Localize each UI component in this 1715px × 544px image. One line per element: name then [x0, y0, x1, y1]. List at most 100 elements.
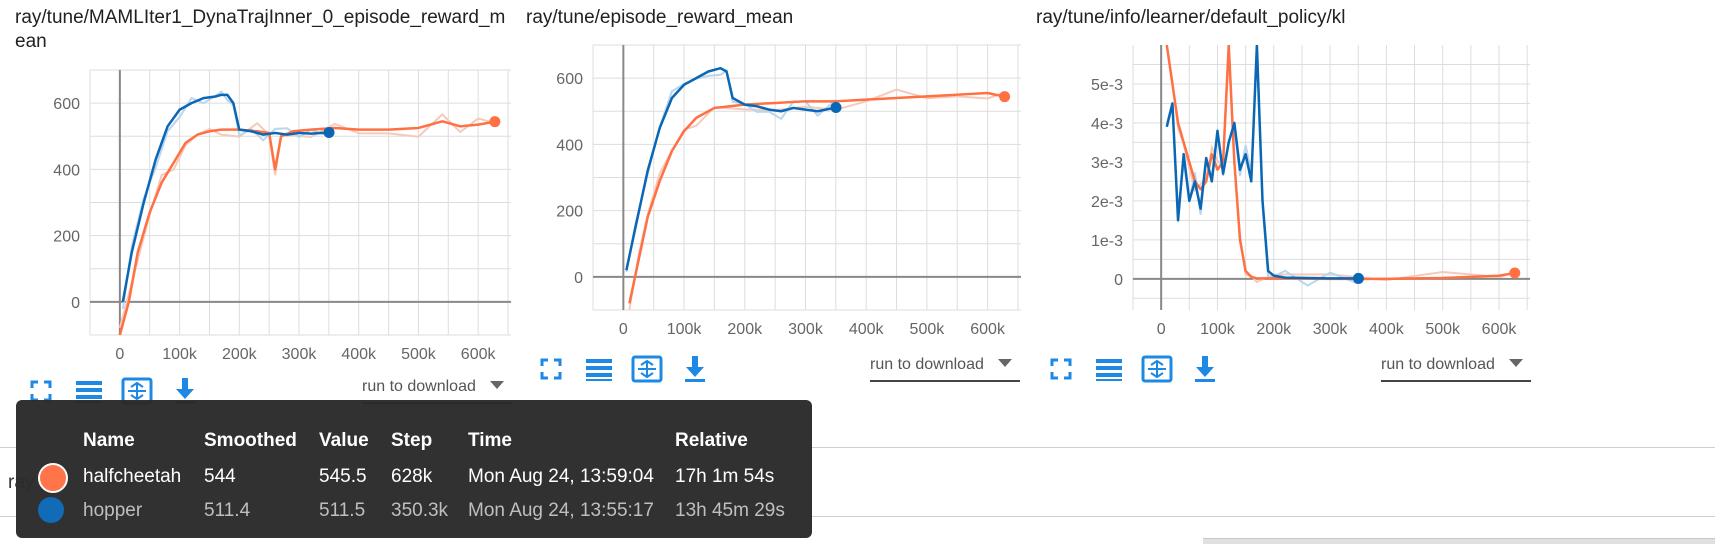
- row-name: hopper: [83, 500, 143, 521]
- header-relative: Relative: [675, 430, 748, 451]
- list-icon[interactable]: [1092, 352, 1126, 386]
- row-time: Mon Aug 24, 13:55:17: [468, 500, 654, 521]
- row-smoothed: 511.4: [204, 500, 251, 521]
- y-tick-label: 3e-3: [1091, 155, 1123, 172]
- fullscreen-icon[interactable]: [534, 352, 568, 386]
- hopper-endpoint: [830, 101, 842, 113]
- list-icon[interactable]: [582, 352, 616, 386]
- chart-title: ray/tune/episode_reward_mean: [526, 7, 794, 28]
- hopper-endpoint: [1352, 272, 1364, 284]
- series-color-dot: [38, 497, 64, 523]
- tooltip-row: hopper 511.4 511.5 350.3k Mon Aug 24, 13…: [16, 497, 812, 525]
- x-tick-label: 400k: [849, 321, 885, 338]
- x-tick-label: 100k: [162, 346, 198, 363]
- row-relative: 13h 45m 29s: [675, 500, 785, 521]
- hopper-endpoint: [323, 126, 335, 138]
- x-tick-label: 600k: [970, 321, 1006, 338]
- chart-title: ray/tune/info/learner/default_policy/kl: [1036, 7, 1346, 28]
- header-value: Value: [319, 430, 369, 451]
- run-to-download-select[interactable]: run to download: [870, 350, 1020, 382]
- chart-maml-reward[interactable]: 0 100k 200k 300k 400k 500k 600k 0 200 400 600: [0, 0, 520, 380]
- y-tick-label: 0: [71, 295, 80, 312]
- x-tick-label: 200k: [222, 346, 258, 363]
- hover-tooltip: Name Smoothed Value Step Time Relative h…: [16, 400, 812, 538]
- y-tick-label: 2e-3: [1091, 194, 1123, 211]
- hopper-line: [121, 93, 330, 303]
- fit-domain-icon[interactable]: [630, 352, 664, 386]
- row-smoothed: 544: [204, 466, 236, 487]
- chevron-down-icon: [1509, 359, 1523, 367]
- header-smoothed: Smoothed: [204, 430, 297, 451]
- chart-toolbar: run to download: [534, 352, 1024, 386]
- hopper-line: [1165, 45, 1359, 280]
- plot-area: [118, 90, 496, 335]
- run-to-download-label: run to download: [870, 356, 984, 373]
- tooltip-row: halfcheetah 544 545.5 628k Mon Aug 24, 1…: [16, 463, 812, 493]
- x-tick-label: 300k: [282, 346, 318, 363]
- chart-toolbar: run to download: [1044, 352, 1534, 386]
- hopper-line: [625, 66, 837, 271]
- fullscreen-icon[interactable]: [1044, 352, 1078, 386]
- x-tick-label: 600k: [1482, 321, 1518, 338]
- chart-title: ray/tune/MAMLIter1_DynaTrajInner_0_episo…: [15, 7, 506, 52]
- row-relative: 17h 1m 54s: [675, 466, 775, 487]
- chevron-down-icon: [998, 359, 1012, 367]
- halfcheetah-raw-line: [1165, 45, 1516, 284]
- x-tick-label: 500k: [401, 346, 437, 363]
- y-tick-label: 400: [556, 137, 583, 154]
- y-tick-label: 1e-3: [1091, 233, 1123, 250]
- x-tick-label: 0: [619, 321, 628, 338]
- header-time: Time: [468, 430, 513, 451]
- fit-domain-icon[interactable]: [1140, 352, 1174, 386]
- section-divider: [0, 447, 1715, 448]
- x-tick-label: 500k: [910, 321, 946, 338]
- horizontal-scrollbar[interactable]: [1203, 538, 1715, 544]
- y-tick-label: 0: [574, 270, 583, 287]
- x-tick-label: 0: [1157, 321, 1166, 338]
- header-name: Name: [83, 430, 135, 451]
- x-tick-label: 200k: [727, 321, 763, 338]
- chart-kl[interactable]: 0 100k 200k 300k 400k 500k 600k 0 1e-3 2e-3 3e-3 4e…: [0, 0, 1540, 380]
- x-tick-label: 100k: [667, 321, 703, 338]
- x-tick-label: 0: [115, 346, 124, 363]
- y-tick-label: 600: [53, 96, 80, 113]
- download-icon[interactable]: [678, 352, 712, 386]
- halfcheetah-endpoint: [489, 116, 501, 128]
- row-time: Mon Aug 24, 13:59:04: [468, 466, 654, 487]
- x-tick-label: 400k: [341, 346, 377, 363]
- row-step: 350.3k: [391, 500, 449, 521]
- x-tick-label: 600k: [461, 346, 497, 363]
- series-color-dot: [38, 463, 68, 493]
- section-divider: [0, 516, 1715, 517]
- chart-episode-reward[interactable]: 0 100k 200k 300k 400k 500k 600k 0 200 400 600: [0, 0, 1030, 380]
- y-tick-label: 600: [556, 71, 583, 88]
- y-tick-label: 200: [53, 229, 80, 246]
- plot-area: [1165, 45, 1516, 287]
- grid: [89, 69, 511, 336]
- plot-area: [625, 66, 1005, 310]
- x-tick-label: 200k: [1256, 321, 1292, 338]
- run-to-download-label: run to download: [362, 378, 476, 395]
- y-tick-label: 0: [1114, 272, 1123, 289]
- run-to-download-select[interactable]: run to download: [1381, 350, 1531, 382]
- x-tick-label: 300k: [788, 321, 824, 338]
- fullscreen-icon[interactable]: [24, 374, 58, 408]
- x-tick-label: 500k: [1425, 321, 1461, 338]
- chevron-down-icon: [490, 381, 504, 389]
- halfcheetah-raw-line: [628, 88, 1005, 310]
- y-tick-label: 5e-3: [1091, 77, 1123, 94]
- header-step: Step: [391, 430, 433, 451]
- download-icon[interactable]: [1188, 352, 1222, 386]
- row-value: 545.5: [319, 466, 367, 487]
- halfcheetah-endpoint: [999, 91, 1011, 103]
- run-to-download-label: run to download: [1381, 356, 1495, 373]
- x-tick-label: 100k: [1200, 321, 1236, 338]
- row-step: 628k: [391, 466, 433, 487]
- x-tick-label: 400k: [1369, 321, 1405, 338]
- halfcheetah-line: [628, 91, 1005, 304]
- row-value: 511.5: [319, 500, 366, 521]
- halfcheetah-endpoint: [1509, 267, 1521, 279]
- y-tick-label: 4e-3: [1091, 116, 1123, 133]
- row-name: halfcheetah: [83, 466, 182, 487]
- y-tick-label: 400: [53, 162, 80, 179]
